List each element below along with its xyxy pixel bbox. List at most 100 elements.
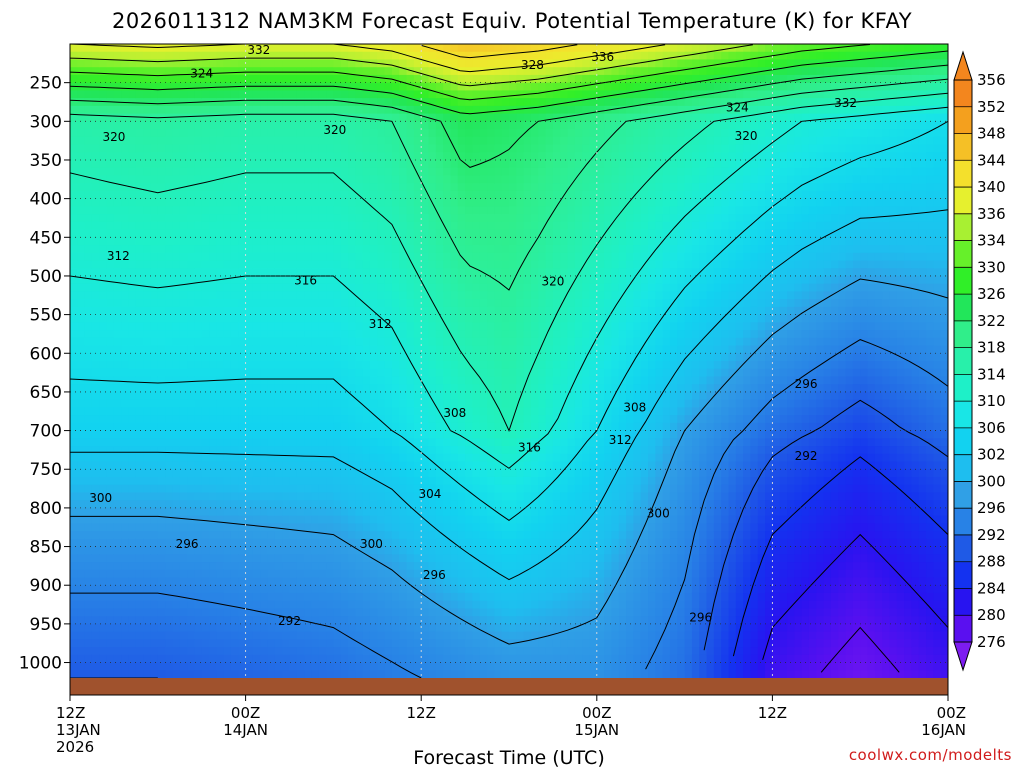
heatmap-cell [472, 662, 481, 671]
heatmap-cell [70, 175, 78, 184]
heatmap-cell [318, 268, 327, 277]
heatmap-cell [157, 515, 166, 524]
heatmap-cell [230, 500, 239, 509]
heatmap-cell [70, 469, 78, 478]
heatmap-cell [443, 507, 452, 517]
heatmap-cell [179, 415, 188, 424]
heatmap-cell [157, 361, 166, 370]
heatmap-cell [201, 237, 210, 246]
heatmap-cell [333, 430, 342, 439]
heatmap-cell [399, 623, 408, 633]
heatmap-cell [355, 422, 364, 432]
heatmap-cell [318, 175, 327, 184]
heatmap-cell [457, 515, 466, 524]
heatmap-cell [304, 631, 313, 640]
heatmap-cell [362, 507, 371, 517]
heatmap-cell [106, 245, 115, 254]
heatmap-cell [472, 631, 481, 640]
heatmap-cell [252, 500, 261, 509]
heatmap-cell [194, 500, 203, 509]
heatmap-cell [465, 531, 474, 540]
heatmap-cell [304, 159, 313, 169]
heatmap-cell [201, 446, 210, 455]
heatmap-cell [289, 183, 298, 192]
heatmap-cell [150, 438, 159, 447]
heatmap-cell [172, 237, 181, 246]
heatmap-cell [472, 113, 481, 122]
heatmap-cell [252, 252, 261, 262]
heatmap-cell [428, 175, 437, 184]
heatmap-cell [509, 353, 517, 362]
heatmap-cell [113, 407, 122, 416]
heatmap-cell [391, 507, 400, 517]
heatmap-cell [77, 446, 86, 455]
heatmap-cell [311, 399, 320, 408]
heatmap-cell [179, 245, 188, 254]
heatmap-cell [289, 113, 298, 122]
heatmap-cell [384, 214, 393, 223]
heatmap-cell [326, 654, 334, 664]
heatmap-cell [391, 391, 400, 401]
heatmap-cell [99, 291, 108, 300]
heatmap-cell [121, 507, 130, 517]
heatmap-cell [245, 562, 254, 571]
heatmap-cell [318, 322, 327, 331]
heatmap-cell [369, 670, 378, 678]
heatmap-cell [326, 631, 334, 640]
heatmap-cell [304, 546, 313, 555]
heatmap-cell [465, 129, 474, 138]
heatmap-cell [135, 44, 144, 53]
heatmap-cell [399, 670, 408, 678]
heatmap-cell [391, 361, 400, 370]
heatmap-cell [494, 500, 503, 509]
heatmap-cell [501, 221, 510, 231]
heatmap-cell [494, 384, 503, 393]
heatmap-cell [128, 330, 137, 339]
heatmap-cell [106, 616, 115, 625]
heatmap-cell [494, 121, 503, 130]
heatmap-cell [194, 654, 203, 664]
heatmap-cell [348, 314, 356, 323]
heatmap-cell [99, 368, 108, 378]
heatmap-cell [84, 175, 93, 184]
heatmap-cell [267, 252, 276, 262]
heatmap-cell [391, 662, 400, 671]
heatmap-cell [150, 585, 159, 594]
heatmap-cell [435, 221, 444, 231]
heatmap-cell [384, 291, 393, 300]
heatmap-cell [172, 59, 181, 68]
heatmap-cell [457, 206, 466, 215]
heatmap-cell [238, 422, 247, 432]
heatmap-cell [223, 59, 232, 68]
heatmap-cell [121, 361, 130, 370]
heatmap-cell [274, 515, 283, 524]
heatmap-cell [150, 51, 159, 61]
heatmap-cell [230, 245, 239, 254]
heatmap-cell [252, 399, 261, 408]
heatmap-cell [406, 399, 415, 408]
heatmap-cell [194, 82, 203, 91]
heatmap-cell [340, 206, 349, 215]
heatmap-cell [406, 662, 415, 671]
heatmap-cell [465, 59, 474, 68]
heatmap-cell [406, 245, 415, 254]
heatmap-cell [348, 51, 356, 61]
heatmap-cell [165, 600, 174, 610]
heatmap-cell [348, 190, 356, 200]
heatmap-cell [282, 500, 291, 509]
heatmap-cell [121, 74, 130, 84]
heatmap-cell [165, 438, 174, 447]
heatmap-cell [391, 268, 400, 277]
heatmap-cell [274, 291, 283, 300]
heatmap-cell [260, 175, 269, 184]
heatmap-cell [369, 252, 378, 262]
heatmap-cell [216, 484, 225, 494]
heatmap-cell [113, 252, 122, 262]
heatmap-cell [274, 121, 283, 130]
heatmap-cell [267, 600, 276, 610]
heatmap-cell [311, 322, 320, 331]
heatmap-cell [99, 647, 108, 656]
heatmap-cell [391, 446, 400, 455]
heatmap-cell [450, 554, 459, 563]
heatmap-cell [311, 175, 320, 184]
